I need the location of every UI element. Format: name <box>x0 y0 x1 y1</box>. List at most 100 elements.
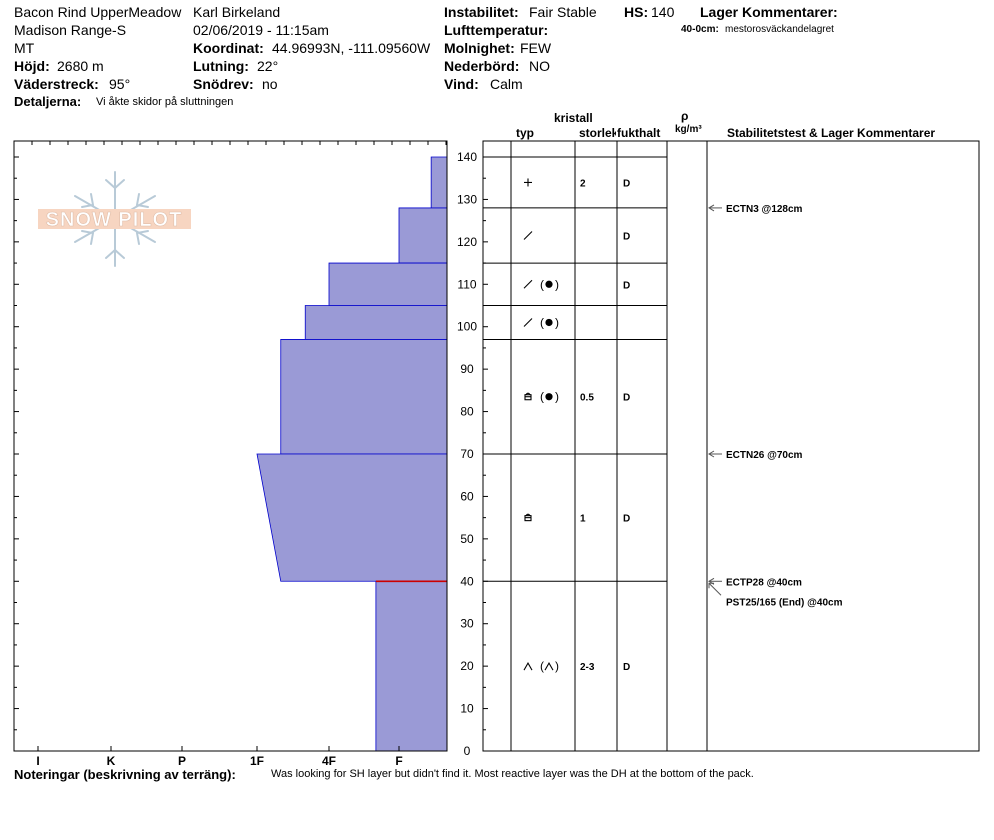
cloud-value: FEW <box>520 40 552 56</box>
hardness-layer-5 <box>256 453 448 582</box>
height-tick-label: 130 <box>457 192 477 206</box>
height-tick-label: 80 <box>460 405 474 419</box>
secondary-open-paren: ( <box>540 390 544 404</box>
hardness-label-K: K <box>107 754 116 768</box>
grain-type-icon-6 <box>523 662 533 671</box>
secondary-close-paren: ) <box>555 277 559 291</box>
layer-comment-text: mestorosväckandelagret <box>725 24 834 35</box>
height-tick-label: 100 <box>457 320 477 334</box>
coord-label: Koordinat: <box>193 40 264 56</box>
moisture-6: D <box>623 662 630 673</box>
secondary-close-paren: ) <box>555 659 559 673</box>
height-tick-label: 40 <box>460 574 474 588</box>
height-tick-label: 50 <box>460 532 474 546</box>
grain-type-icon-2 <box>523 279 533 289</box>
secondary-close-paren: ) <box>555 315 559 329</box>
svg-text:ECTN3 @128cm: ECTN3 @128cm <box>726 204 803 215</box>
stability-test-1: ECTN26 @70cm <box>708 450 803 461</box>
aspect-label: Väderstreck: <box>14 76 99 92</box>
state-name: MT <box>14 40 35 56</box>
hardness-label-1F: 1F <box>250 754 264 768</box>
height-tick-label: 70 <box>460 447 474 461</box>
observation-datetime: 02/06/2019 - 11:15am <box>193 22 329 38</box>
grain-size-4: 0.5 <box>580 393 594 404</box>
moisture-1: D <box>623 231 630 242</box>
layer-comment-depth: 40-0cm: <box>681 24 719 35</box>
hardness-layer-6 <box>375 580 448 752</box>
grain-type-icon-4 <box>524 392 532 401</box>
height-tick-label: 10 <box>460 702 474 716</box>
type-header: typ <box>516 126 534 140</box>
height-tick-label: 60 <box>460 489 474 503</box>
height-tick-label: 110 <box>457 277 476 291</box>
rho-header: ρ <box>681 109 689 123</box>
secondary-grain-icon-4 <box>545 393 553 401</box>
precip-value: NO <box>529 58 550 74</box>
grain-size-6: 2-3 <box>580 662 595 673</box>
secondary-open-paren: ( <box>540 659 544 673</box>
cloud-label: Molnighet: <box>444 40 515 56</box>
height-tick-label: 0 <box>464 744 471 758</box>
height-tick-label: 90 <box>460 362 474 376</box>
notes-label: Noteringar (beskrivning av terräng): <box>14 767 236 782</box>
size-header: storlek <box>579 127 616 139</box>
hardness-layer-2 <box>328 262 448 306</box>
grain-type-icon-0 <box>524 178 532 187</box>
stability-test-2: ECTP28 @40cm <box>708 577 802 588</box>
instability-label: Instabilitet: <box>444 4 519 20</box>
elevation-value: 2680 m <box>57 58 104 74</box>
hs-label: HS: <box>624 4 649 20</box>
precip-label: Nederbörd: <box>444 58 520 74</box>
hardness-layer-4 <box>280 339 448 455</box>
height-tick-label: 120 <box>457 235 477 249</box>
grain-type-icon-5 <box>524 513 532 522</box>
observer-name: Karl Birkeland <box>193 4 281 20</box>
location-name: Bacon Rind UpperMeadow <box>14 4 182 20</box>
coord-value: 44.96993N, -111.09560W <box>272 40 431 56</box>
moisture-5: D <box>623 514 630 525</box>
layer-table-frame <box>482 140 980 752</box>
snowpilot-logo: SNOW PILOT <box>38 171 191 267</box>
details-label: Detaljerna: <box>14 94 82 109</box>
moisture-header: fukthalt <box>617 126 661 140</box>
grain-type-icon-3 <box>523 318 533 327</box>
secondary-grain-icon-2 <box>545 280 553 288</box>
instability-value: Fair Stable <box>529 4 597 20</box>
stability-test-0: ECTN3 @128cm <box>708 204 803 215</box>
secondary-open-paren: ( <box>540 315 544 329</box>
height-tick-label: 30 <box>460 617 474 631</box>
range-name: Madison Range-S <box>14 22 127 38</box>
hardness-label-I: I <box>36 754 39 768</box>
wind-label: Vind: <box>444 76 479 92</box>
hardness-layer-1 <box>398 207 448 264</box>
crystal-header: kristall <box>554 111 593 125</box>
hardness-label-4F: 4F <box>322 754 336 768</box>
elevation-label: Höjd: <box>14 58 50 74</box>
layer-comments-label: Lager Kommentarer: <box>700 4 838 20</box>
density-unit-header: kg/m³ <box>675 124 702 135</box>
moisture-0: D <box>623 178 630 189</box>
airtemp-label: Lufttemperatur: <box>444 22 549 38</box>
slope-label: Lutning: <box>193 58 249 74</box>
secondary-open-paren: ( <box>540 277 544 291</box>
hardness-label-P: P <box>178 754 186 768</box>
grain-type-icon-1 <box>523 231 533 240</box>
snowpilot-logo-text: SNOW PILOT <box>46 209 183 231</box>
snowdrift-label: Snödrev: <box>193 76 254 92</box>
svg-text:ECTN26 @70cm: ECTN26 @70cm <box>726 450 803 461</box>
secondary-grain-icon-6 <box>544 662 554 671</box>
hardness-layer-3 <box>304 305 448 340</box>
moisture-2: D <box>623 280 630 291</box>
stability-test-3: PST25/165 (End) @40cm <box>708 582 843 608</box>
secondary-grain-icon-3 <box>545 318 553 327</box>
notes-text: Was looking for SH layer but didn't find… <box>271 768 754 780</box>
svg-text:PST25/165 (End) @40cm: PST25/165 (End) @40cm <box>726 597 843 608</box>
details-value: Vi åkte skidor på sluttningen <box>96 96 234 108</box>
moisture-4: D <box>623 393 630 404</box>
grain-size-0: 2 <box>580 178 586 189</box>
height-tick-label: 20 <box>460 659 474 673</box>
svg-text:ECTP28 @40cm: ECTP28 @40cm <box>726 577 802 588</box>
aspect-value: 95° <box>109 76 131 92</box>
stability-header: Stabilitetstest & Lager Kommentarer <box>727 126 936 140</box>
